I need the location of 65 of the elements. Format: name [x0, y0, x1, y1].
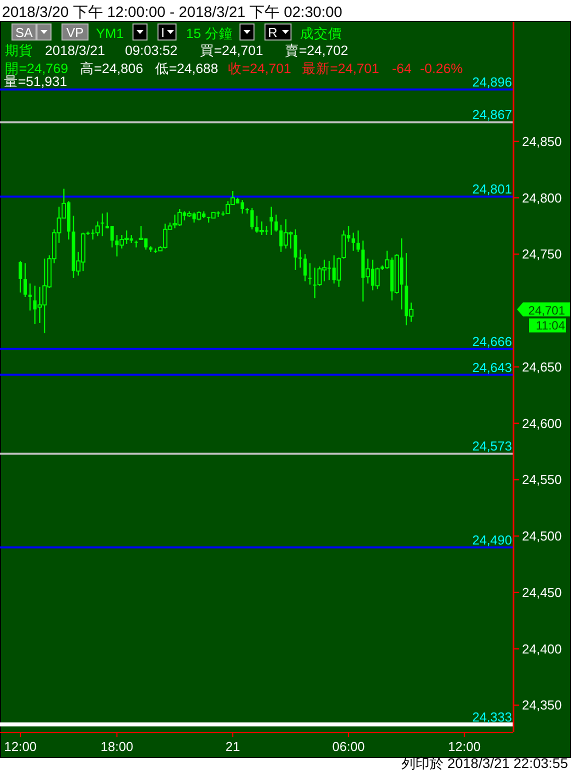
annotation: 15 分鐘 [186, 26, 233, 41]
annotation: 收=24,701 [228, 61, 292, 76]
candlestick [308, 262, 312, 286]
y-tick-label: 24,500 [522, 528, 562, 544]
ref-line-label: 24,333 [472, 709, 512, 724]
annotation: 開=24,769 [5, 61, 68, 76]
ref-line-label: 24,801 [472, 182, 512, 197]
candlestick [336, 256, 342, 288]
candlestick [100, 212, 104, 237]
candlestick [259, 220, 264, 236]
annotation: 期貨 [5, 43, 33, 58]
chart-title: 2018/3/20 下午 12:00:00 - 2018/3/21 下午 02:30:00 [2, 4, 342, 21]
annotation: 2018/3/21 [45, 43, 106, 58]
x-tick-label: 12:00 [448, 739, 481, 754]
annotation: VP [66, 25, 84, 40]
y-tick-label: 24,800 [522, 190, 562, 206]
text: 24,701 [528, 303, 566, 318]
y-tick-label: 24,450 [522, 584, 562, 600]
candlestick [134, 240, 138, 248]
candlestick [298, 249, 302, 268]
candlestick [196, 210, 202, 221]
candlestick [375, 267, 380, 290]
candlestick [95, 220, 100, 237]
y-tick-label: 24,550 [522, 472, 562, 488]
annotation: I [161, 25, 165, 40]
ref-line-label: 24,643 [472, 360, 512, 375]
ref-line-label: 24,490 [472, 532, 512, 548]
candlestick [270, 206, 274, 236]
candlestick [356, 230, 360, 252]
annotation: YM1 [96, 26, 124, 41]
y-tick-label: 24,750 [522, 246, 562, 262]
ref-line-label: 24,573 [472, 438, 512, 454]
annotation: -64 [392, 61, 412, 76]
annotation: 賣=24,702 [285, 43, 348, 58]
y-tick-label: 24,400 [522, 641, 562, 656]
y-tick-label: 24,850 [522, 134, 562, 149]
text: 11:04 [536, 318, 566, 332]
annotation: 高=24,806 [80, 61, 144, 76]
candlestick [274, 214, 278, 232]
annotation: -0.26% [420, 61, 463, 76]
annotation: 09:03:52 [125, 43, 178, 58]
ref-line-label: 24,867 [472, 107, 512, 122]
candlestick [28, 282, 32, 312]
annotation: 低=24,688 [155, 61, 218, 76]
x-tick-label: 18:00 [100, 739, 134, 754]
ref-line-label: 24,666 [472, 334, 512, 349]
annotation: 買=24,701 [200, 43, 264, 58]
annotation: R [268, 25, 278, 40]
candlestick [352, 232, 356, 252]
x-tick-label: 21 [225, 739, 240, 754]
candlestick [246, 207, 249, 214]
candlestick [18, 260, 22, 294]
candlestick [303, 254, 307, 282]
candlestick [24, 262, 27, 298]
ref-line-label: 24,896 [472, 74, 512, 90]
annotation: 最新=24,701 [302, 61, 380, 76]
y-tick-label: 24,650 [522, 359, 562, 374]
y-tick-label: 24,350 [522, 698, 562, 713]
annotation: 量=51,931 [4, 74, 68, 89]
annotation: SA [15, 25, 33, 40]
x-tick-label: 06:00 [332, 739, 365, 754]
y-tick-label: 24,600 [522, 416, 562, 431]
annotation: 成交價 [300, 26, 342, 41]
candlestick [342, 230, 346, 260]
x-tick-label: 12:00 [4, 739, 37, 754]
